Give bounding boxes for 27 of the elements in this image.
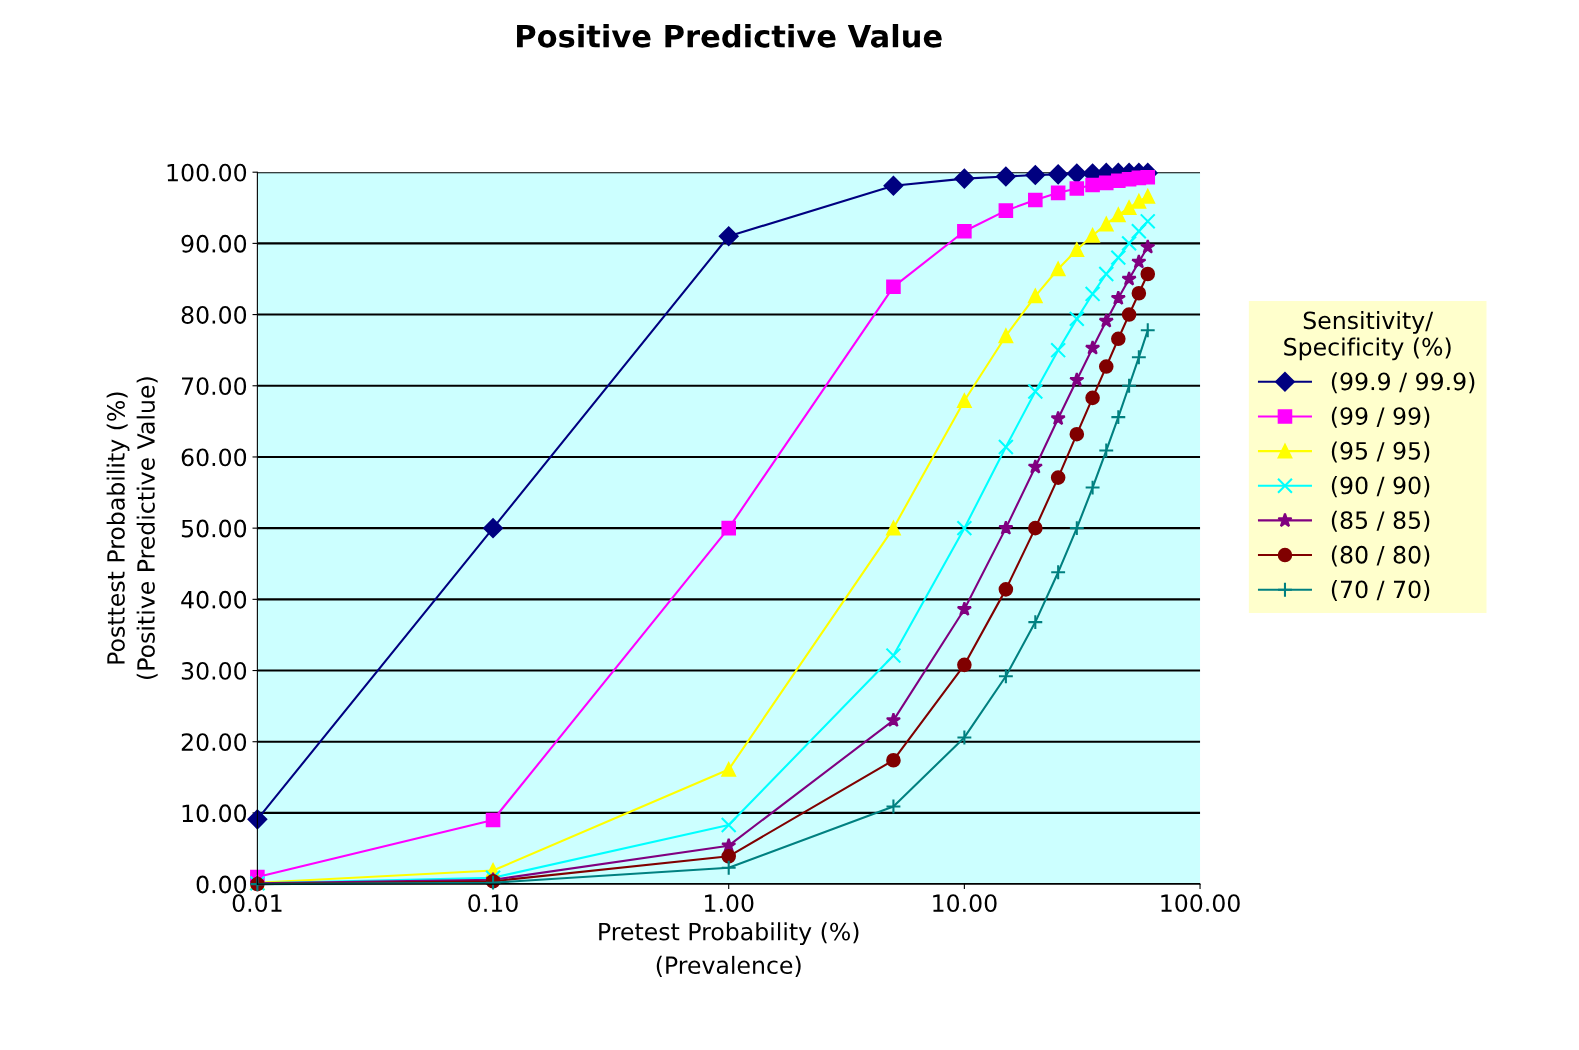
y-tick-label: 20.00 bbox=[181, 733, 247, 752]
y-tick-label: 50.00 bbox=[181, 519, 247, 538]
legend-title: Sensitivity/ Specificity (%) bbox=[1284, 311, 1451, 361]
y-tick-label: 40.00 bbox=[181, 590, 247, 609]
y-tick-label: 60.00 bbox=[181, 448, 247, 467]
y-tick-label: 90.00 bbox=[181, 234, 247, 253]
legend-label: (80 / 80) bbox=[1331, 545, 1430, 567]
x-tick-label: 100.00 bbox=[1161, 894, 1240, 913]
x-axis-title: Pretest Probability (%) (Prevalence) bbox=[599, 922, 859, 977]
y-tick-label: 80.00 bbox=[181, 306, 247, 324]
legend-label: (90 / 90) bbox=[1331, 476, 1430, 498]
chart-title: Positive Predictive Value bbox=[517, 23, 942, 48]
x-tick-label: 10.00 bbox=[933, 894, 997, 913]
y-tick-label: 0.00 bbox=[196, 875, 247, 894]
legend-label: (85 / 85) bbox=[1331, 510, 1430, 532]
y-tick-label: 100.00 bbox=[167, 163, 247, 182]
legend-label: (99 / 99) bbox=[1331, 406, 1430, 428]
legend-label: (99.9 / 99.9) bbox=[1331, 372, 1475, 394]
y-tick-label: 10.00 bbox=[182, 804, 247, 823]
legend-label: (70 / 70) bbox=[1331, 580, 1430, 602]
x-tick-label: 0.01 bbox=[232, 894, 282, 913]
y-tick-label: 70.00 bbox=[182, 377, 247, 396]
x-tick-label: 1.00 bbox=[705, 894, 754, 913]
y-tick-label: 30.00 bbox=[181, 661, 247, 680]
legend-label: (95 / 95) bbox=[1331, 441, 1430, 463]
x-tick-label: 0.10 bbox=[468, 894, 518, 913]
y-axis-title: Posttest Probability (%) (Positive Predictive Value) bbox=[106, 377, 158, 679]
